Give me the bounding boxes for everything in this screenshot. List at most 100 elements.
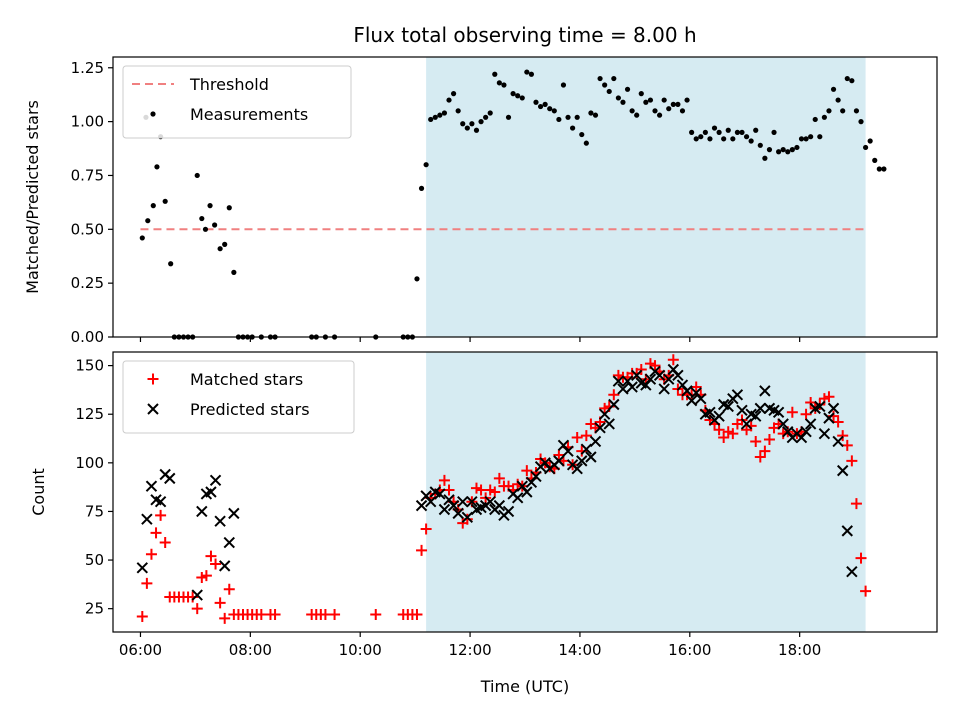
measurement-point (441, 110, 448, 116)
legend-box (122, 65, 352, 139)
x-axis-label: Time (UTC) (480, 677, 569, 696)
predicted-point (759, 385, 771, 397)
predicted-point (804, 418, 817, 430)
measurement-point (867, 138, 873, 144)
plot-frame (112, 56, 938, 338)
predicted-point (205, 486, 217, 498)
measurement-point (588, 110, 594, 116)
measurement-point (592, 112, 599, 118)
measurement-point (821, 114, 827, 120)
y-tick-label: 0.25 (71, 274, 104, 292)
measurement-point (693, 136, 699, 142)
measurement-point (222, 241, 228, 247)
matched-point (837, 430, 849, 442)
measurement-point (766, 147, 773, 153)
matched-point (608, 389, 620, 401)
measurement-point (679, 108, 686, 114)
measurement-point (753, 127, 759, 133)
measurement-point (776, 149, 782, 155)
measurement-point (460, 121, 466, 127)
predicted-point (209, 474, 222, 487)
predicted-point (754, 402, 767, 415)
measurement-point (794, 144, 800, 151)
x-tick-label: 14:00 (558, 641, 601, 659)
predicted-point (466, 496, 478, 508)
y-tick-label: 0.75 (71, 166, 104, 184)
measurement-point (473, 127, 480, 133)
predicted-point (424, 496, 437, 508)
y-tick-label: 50 (85, 551, 104, 569)
matched-point (841, 439, 853, 451)
measurement-point (762, 155, 768, 161)
y-axis-label: Count (29, 468, 48, 516)
predicted-point (608, 398, 620, 411)
measurement-point (789, 147, 795, 153)
series-measurements (139, 69, 887, 340)
legend-plus-marker (147, 373, 159, 385)
matched-point (411, 609, 423, 620)
matched-point (136, 610, 148, 622)
matched-point (210, 558, 222, 570)
measurement-point (757, 142, 763, 148)
measurement-point (212, 222, 218, 228)
matched-point (489, 486, 501, 498)
y-tick-label: 1.25 (71, 59, 104, 77)
measurement-point (510, 91, 516, 97)
matched-point (635, 364, 647, 375)
predicted-point (214, 515, 226, 527)
measurement-point (652, 108, 658, 114)
measurement-point (730, 136, 736, 142)
measurement-point (656, 112, 663, 118)
measurement-point (785, 149, 791, 155)
measurement-point (803, 136, 809, 142)
matched-point (823, 391, 835, 403)
predicted-point (521, 486, 533, 498)
matched-point (718, 432, 730, 444)
measurement-point (450, 91, 457, 97)
y-tick-label: 75 (85, 502, 104, 520)
legend-dot-marker (150, 111, 156, 117)
measurement-point (771, 129, 777, 135)
predicted-point (154, 496, 167, 508)
predicted-point (434, 488, 446, 500)
predicted-point (750, 410, 762, 422)
predicted-point (594, 422, 606, 434)
measurement-point (194, 172, 200, 179)
matched-point (438, 474, 450, 486)
predicted-point (772, 406, 785, 418)
measurement-point (872, 157, 878, 163)
predicted-point (740, 418, 753, 430)
matched-point (850, 498, 862, 510)
predicted-point (612, 375, 625, 387)
predicted-point (461, 511, 474, 523)
measurement-point (826, 108, 832, 114)
matched-point (667, 354, 679, 366)
predicted-point (658, 383, 670, 395)
measurement-point (455, 108, 461, 114)
predicted-point (164, 472, 176, 485)
measurement-point (840, 108, 846, 114)
measurement-point (611, 75, 617, 82)
measurement-point (830, 86, 837, 92)
measurement-point (519, 95, 525, 101)
predicted-point (846, 566, 858, 578)
matched-point (155, 509, 167, 521)
measurement-point (505, 114, 512, 120)
matched-point (150, 527, 162, 539)
measurement-point (231, 269, 237, 275)
measurement-point (812, 116, 818, 123)
measurement-point (528, 71, 535, 77)
count-panel: 25 50 75 100 125 150 06:00 08:00 10:00 12:00 14:00… (29, 351, 938, 659)
measurement-point (414, 276, 420, 282)
predicted-point (562, 445, 574, 457)
predicted-point (585, 451, 597, 463)
matched-point (759, 445, 771, 457)
predicted-point (736, 404, 748, 417)
y-tick-label: 25 (85, 600, 104, 618)
legend-label: Measurements (190, 105, 308, 124)
y-tick-label: 125 (75, 405, 104, 423)
matched-point (690, 381, 702, 393)
measurement-point (565, 114, 571, 120)
predicted-point (415, 499, 428, 512)
